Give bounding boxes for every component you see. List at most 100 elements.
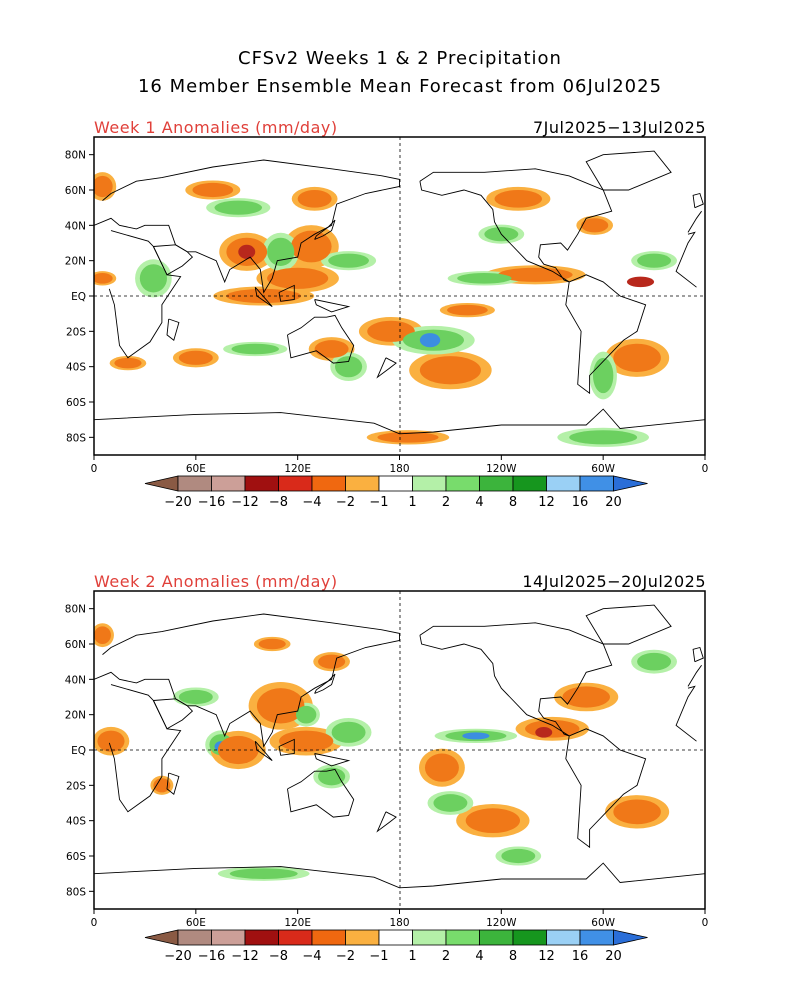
colorbar-segment [345,929,380,946]
colorbar-segment [211,475,246,492]
colorbar-segment [412,929,447,946]
colorbar-label: −12 [231,495,258,510]
colorbar-segment [412,475,447,492]
colorbar-segment [445,475,480,492]
week2-date-range: 14Jul2025−20Jul2025 [522,572,706,591]
wet-anomaly-area [267,237,295,266]
dry-anomaly-area [290,230,332,263]
coastline-segment [419,622,613,737]
week1-map-panel: 80N 60N 40N 20N EQ 20S 40S 60S 80S 0 60E 120E 180 120… [65,136,709,475]
coastline-segment [376,357,397,379]
wet-anomaly-area [569,430,638,445]
colorbar-label: 8 [509,949,517,964]
colorbar-segment [278,929,313,946]
colorbar-segment [479,475,514,492]
lon-label: 120E [284,463,311,475]
colorbar-label: 4 [475,949,483,964]
wet-anomaly-area [229,868,298,879]
coastline-segment [314,673,336,694]
coastline-segment [565,728,647,849]
dry-anomaly-area [192,182,234,198]
dry-anomaly-area [318,654,346,669]
colorbar-label: 20 [605,949,622,964]
coastline-segment [585,604,672,645]
colorbar-segment [512,929,547,946]
colorbar-segment [345,475,380,492]
vwet-anomaly-area [462,732,490,740]
week1-coastlines [94,150,705,435]
colorbar-label: −20 [164,495,191,510]
wet-anomaly-area [457,273,512,284]
vdry-anomaly-area [626,276,655,288]
vwet-anomaly-area [419,333,441,348]
coastline-segment [314,753,351,767]
coastline-segment [278,738,295,756]
week1-panel-label: Week 1 Anomalies (mm/day) [94,118,338,137]
dry-anomaly-area [497,267,573,282]
lon-label: 60E [186,463,206,475]
dry-anomaly-area [258,638,286,650]
coastline-segment [585,150,672,191]
wet-anomaly-area [592,357,614,394]
coastline-segment [152,698,194,730]
colorbar-label: 2 [442,949,450,964]
colorbar-label: −1 [369,495,388,510]
coastline-segment [254,286,273,307]
figure-title-line1: CFSv2 Weeks 1 & 2 Precipitation [238,48,562,69]
week2-panel-label: Week 2 Anomalies (mm/day) [94,572,338,591]
dry-anomaly-area [581,218,609,233]
colorbar-label: −2 [336,949,355,964]
colorbar-label: 1 [408,495,416,510]
week2-map-panel: 80N 60N 40N 20N EQ 20S 40S 60S 80S 0 60E 120E 180 120… [65,590,708,929]
wet-anomaly-area [318,767,346,786]
coastline-segment [108,230,697,359]
wet-anomaly-area [501,848,536,864]
lat-label: 40S [66,816,86,828]
colorbar-segment [445,929,480,946]
dry-anomaly-area [562,686,610,708]
week1-axes: 80N 60N 40N 20N EQ 20S 40S 60S 80S 0 60E 120E 180 120… [65,150,709,475]
coastline-segment [94,159,702,294]
lon-label: 0 [702,463,709,475]
coastline-segment [108,684,697,813]
coastline-segment [152,244,194,276]
lat-label: EQ [71,745,86,757]
dry-anomaly-area [447,304,488,316]
dry-anomaly-area [613,799,661,825]
figure-title-line2: 16 Member Ensemble Mean Forecast from 06… [137,76,663,97]
week2-colorbar: −20 −16 −12 −8 −4 −2 −1 1 2 4 8 12 16 20 [144,929,648,964]
colorbar-segment [211,929,246,946]
lat-label: 60S [66,851,86,863]
coastline-segment [692,192,704,209]
dry-anomaly-area [114,357,142,369]
lat-label: 80N [65,604,86,616]
colorbar-segment [311,929,346,946]
dry-anomaly-area [297,190,332,208]
lon-label: 120W [486,917,517,929]
vdry-anomaly-area [535,727,553,738]
lat-label: 40N [65,220,86,232]
dry-anomaly-area [153,778,171,793]
colorbar-segment [378,929,413,946]
lon-label: 60W [591,463,615,475]
week1-colorbar: −20 −16 −12 −8 −4 −2 −1 1 2 4 8 12 16 20 [144,475,648,510]
colorbar-label: −16 [198,949,225,964]
wet-anomaly-area [214,200,263,215]
week1-anomaly-field [94,172,677,447]
coastline-segment [94,862,705,889]
colorbar-label: 20 [605,495,622,510]
wet-anomaly-area [295,705,317,724]
lon-label: 120W [486,463,517,475]
colorbar-label: 2 [442,495,450,510]
colorbar-label: −4 [302,495,321,510]
coastline-segment [565,274,647,395]
dry-anomaly-area [465,808,521,834]
lat-label: 80S [66,886,86,898]
colorbar-segment [579,475,614,492]
wet-anomaly-area [231,343,279,355]
lat-label: 60S [66,397,86,409]
lat-label: 20S [66,780,86,792]
lat-label: 40S [66,362,86,374]
lon-label: 120E [284,917,311,929]
